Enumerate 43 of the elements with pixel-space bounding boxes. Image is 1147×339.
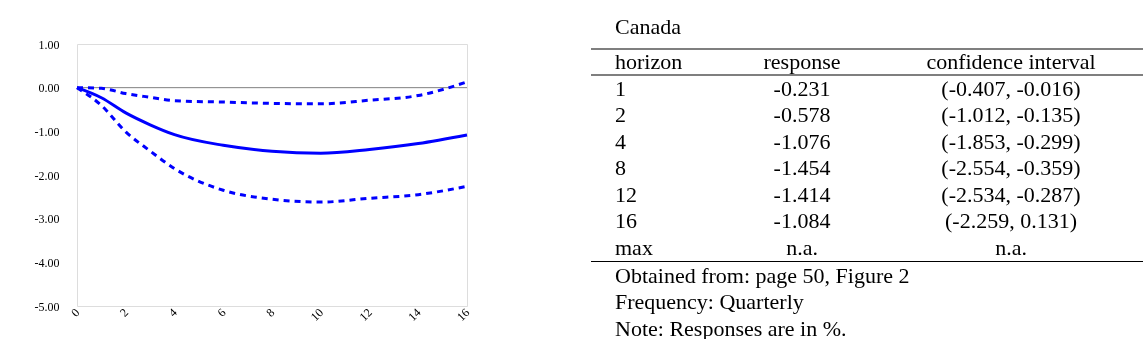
x-tick-label: 16 <box>454 305 473 324</box>
x-tick-label: 10 <box>307 305 327 324</box>
text: Frequency: Quarterly <box>615 289 804 314</box>
text: (-2.534, -0.287) <box>941 181 1081 207</box>
y-tick-label: -3.00 <box>34 212 60 227</box>
x-tick-label: 8 <box>263 305 278 320</box>
x-tick-label: 0 <box>68 305 83 320</box>
text: 4 <box>615 128 626 154</box>
x-tick-label: 2 <box>117 305 132 320</box>
text: max <box>615 234 653 260</box>
text: n.a. <box>786 234 818 260</box>
text: 16 <box>615 208 637 233</box>
text: n.a. <box>995 234 1027 260</box>
text: 1 <box>615 75 626 101</box>
text: -1.414 <box>773 181 831 207</box>
x-tick-label: 14 <box>405 305 424 324</box>
text: Obtained from: page 50, Figure 2 <box>615 262 910 288</box>
text: -1.076 <box>773 128 831 154</box>
text: -1.084 <box>773 208 831 233</box>
x-tick-label: 4 <box>165 305 180 320</box>
text: -1.454 <box>773 155 831 180</box>
y-tick-label: -2.00 <box>34 168 60 183</box>
x-tick-label: 6 <box>214 305 229 320</box>
y-tick-label: 1.00 <box>38 37 60 52</box>
text: Canada <box>615 14 682 39</box>
y-tick-label: 0.00 <box>38 81 60 96</box>
text: 2 <box>615 102 626 127</box>
text: -0.578 <box>773 102 831 127</box>
text: (-0.407, -0.016) <box>941 75 1081 101</box>
text: -0.231 <box>773 75 831 101</box>
text: response <box>763 49 841 74</box>
text: (-2.554, -0.359) <box>941 155 1081 180</box>
text: (-1.853, -0.299) <box>941 128 1081 154</box>
text: horizon <box>615 49 683 74</box>
text: (-2.259, 0.131) <box>945 208 1077 233</box>
y-tick-label: -4.00 <box>34 255 60 270</box>
text: 12 <box>615 181 637 207</box>
text: 8 <box>615 155 626 180</box>
x-tick-label: 12 <box>356 305 375 324</box>
text: (-1.012, -0.135) <box>941 102 1081 127</box>
text: confidence interval <box>926 49 1096 74</box>
y-tick-label: -5.00 <box>34 299 60 314</box>
y-tick-label: -1.00 <box>34 124 60 139</box>
